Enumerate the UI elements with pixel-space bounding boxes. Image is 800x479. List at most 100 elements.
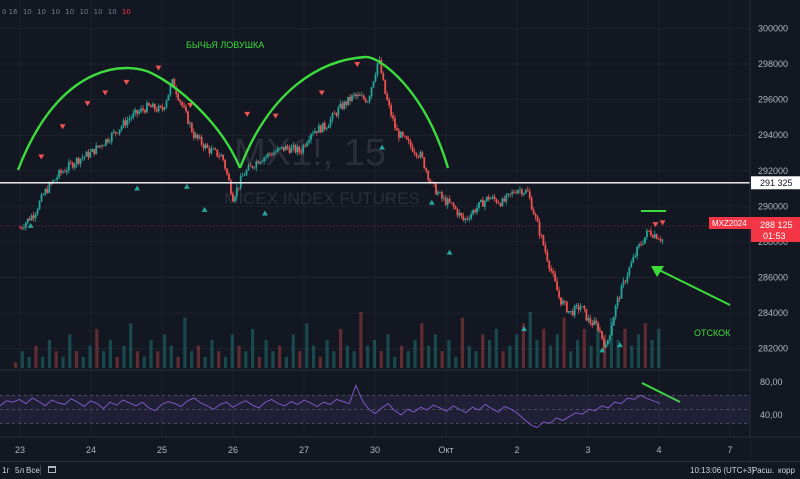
candle-body bbox=[103, 145, 105, 147]
calendar-icon[interactable] bbox=[48, 466, 56, 473]
candle-body bbox=[81, 157, 84, 159]
user-drawings[interactable]: БЫЧЬЯ ЛОВУШКА ОТСКОК bbox=[16, 40, 731, 403]
candle-body bbox=[610, 325, 613, 336]
candle-body bbox=[644, 237, 646, 244]
candle-body bbox=[65, 170, 68, 172]
range-1y-button[interactable]: 1г bbox=[2, 466, 10, 475]
candle-body bbox=[622, 280, 625, 286]
candle-body bbox=[317, 125, 320, 133]
rebound-arrow-shaft[interactable] bbox=[654, 267, 731, 306]
reference-price-tag[interactable]: 291 325 bbox=[751, 176, 800, 190]
clock-readout[interactable]: 10:13:06 (UTC+3) bbox=[690, 466, 755, 475]
candle-body bbox=[120, 126, 123, 130]
candle-body bbox=[278, 148, 281, 149]
volume-bar bbox=[325, 340, 329, 368]
volume-bar bbox=[643, 323, 647, 368]
volume-bar bbox=[47, 340, 52, 368]
range-all-button[interactable]: Все bbox=[26, 466, 40, 475]
candle-body bbox=[323, 122, 326, 129]
candle-body bbox=[294, 145, 297, 153]
right-arc-drawing[interactable] bbox=[238, 55, 450, 169]
rsi-tick-label: 40,00 bbox=[760, 410, 783, 420]
candle-body bbox=[501, 198, 504, 207]
candle-body bbox=[487, 196, 490, 200]
candle-body bbox=[335, 113, 338, 116]
candle-body bbox=[130, 117, 133, 119]
bull-trap-label[interactable]: БЫЧЬЯ ЛОВУШКА bbox=[186, 40, 264, 50]
rsi-divergence-line[interactable] bbox=[641, 382, 681, 403]
candle-body bbox=[524, 190, 527, 194]
candle-body bbox=[263, 157, 266, 162]
rebound-label[interactable]: ОТСКОК bbox=[694, 328, 731, 338]
volume-bar bbox=[217, 351, 221, 368]
volume-bar bbox=[657, 328, 661, 368]
candle-body bbox=[331, 113, 334, 120]
price-tick-label: 290000 bbox=[758, 201, 788, 211]
time-axis[interactable]: 23 24 25 26 27 30 Окт 2 3 4 7 bbox=[0, 436, 800, 461]
candle-body bbox=[325, 128, 328, 129]
candle-body bbox=[638, 244, 641, 247]
volume-bar bbox=[440, 351, 444, 368]
candle-body bbox=[243, 175, 246, 176]
reference-price-tag-label: 291 325 bbox=[760, 178, 793, 188]
candle-body bbox=[87, 151, 90, 158]
candle-body bbox=[36, 209, 39, 214]
candle-body bbox=[401, 131, 404, 136]
buy-marker bbox=[27, 222, 34, 228]
candle-body bbox=[173, 79, 176, 89]
volume-bar bbox=[88, 345, 92, 368]
time-tick-label: 25 bbox=[157, 445, 167, 455]
candle-body bbox=[192, 131, 195, 138]
candle-body bbox=[23, 227, 25, 229]
last-price-tag-bg bbox=[751, 217, 800, 242]
volume-bar bbox=[427, 345, 431, 368]
time-tick-label: 3 bbox=[585, 445, 590, 455]
candle-body bbox=[511, 191, 514, 194]
range-5y-button[interactable]: 5л bbox=[15, 466, 25, 475]
volume-bar bbox=[196, 345, 201, 368]
last-price-tag[interactable]: MXZ2024 288 125 01:53 bbox=[709, 217, 800, 242]
candle-body bbox=[474, 210, 476, 213]
candle-body bbox=[405, 136, 408, 140]
candle-body bbox=[241, 175, 244, 177]
candle-body bbox=[216, 149, 219, 157]
volume-bar bbox=[34, 345, 38, 368]
candle-body bbox=[327, 125, 330, 129]
volume-bar bbox=[305, 323, 309, 368]
candle-body bbox=[581, 306, 584, 307]
top-legend: 0 16 10 10 10 10 10 10 10 10 bbox=[2, 8, 134, 16]
volume-bar bbox=[115, 356, 119, 368]
candle-body bbox=[440, 192, 443, 199]
candle-body bbox=[620, 285, 623, 299]
candle-body bbox=[624, 280, 627, 282]
candle-body bbox=[452, 203, 455, 207]
candle-body bbox=[651, 235, 654, 238]
rsi-pane[interactable] bbox=[0, 369, 750, 429]
candle-body bbox=[630, 262, 633, 268]
candle-body bbox=[480, 199, 482, 203]
scale-corr-button[interactable]: корр bbox=[778, 466, 795, 475]
candle-body bbox=[605, 344, 607, 348]
price-axis[interactable]: 3000002980002960002940002920002900002880… bbox=[709, 0, 800, 461]
time-axis-background[interactable] bbox=[0, 437, 750, 461]
scale-log-button[interactable]: Расш. bbox=[752, 466, 775, 475]
candle-body bbox=[439, 192, 441, 193]
candle-body bbox=[245, 170, 248, 176]
candle-body bbox=[251, 165, 254, 168]
candle-body bbox=[220, 154, 223, 157]
candle-body bbox=[562, 300, 564, 305]
candle-body bbox=[526, 190, 529, 192]
buy-marker bbox=[379, 144, 386, 150]
candle-body bbox=[353, 94, 355, 96]
left-arc-drawing[interactable] bbox=[16, 66, 242, 171]
volume-bar bbox=[108, 340, 112, 368]
volume-bar bbox=[230, 334, 234, 368]
candle-body bbox=[509, 193, 512, 195]
volume-bar bbox=[521, 323, 526, 368]
candle-body bbox=[437, 192, 439, 195]
volume-bar bbox=[616, 340, 620, 368]
time-tick-label: 24 bbox=[86, 445, 96, 455]
candle-body bbox=[542, 235, 545, 246]
candle-body bbox=[466, 218, 469, 220]
